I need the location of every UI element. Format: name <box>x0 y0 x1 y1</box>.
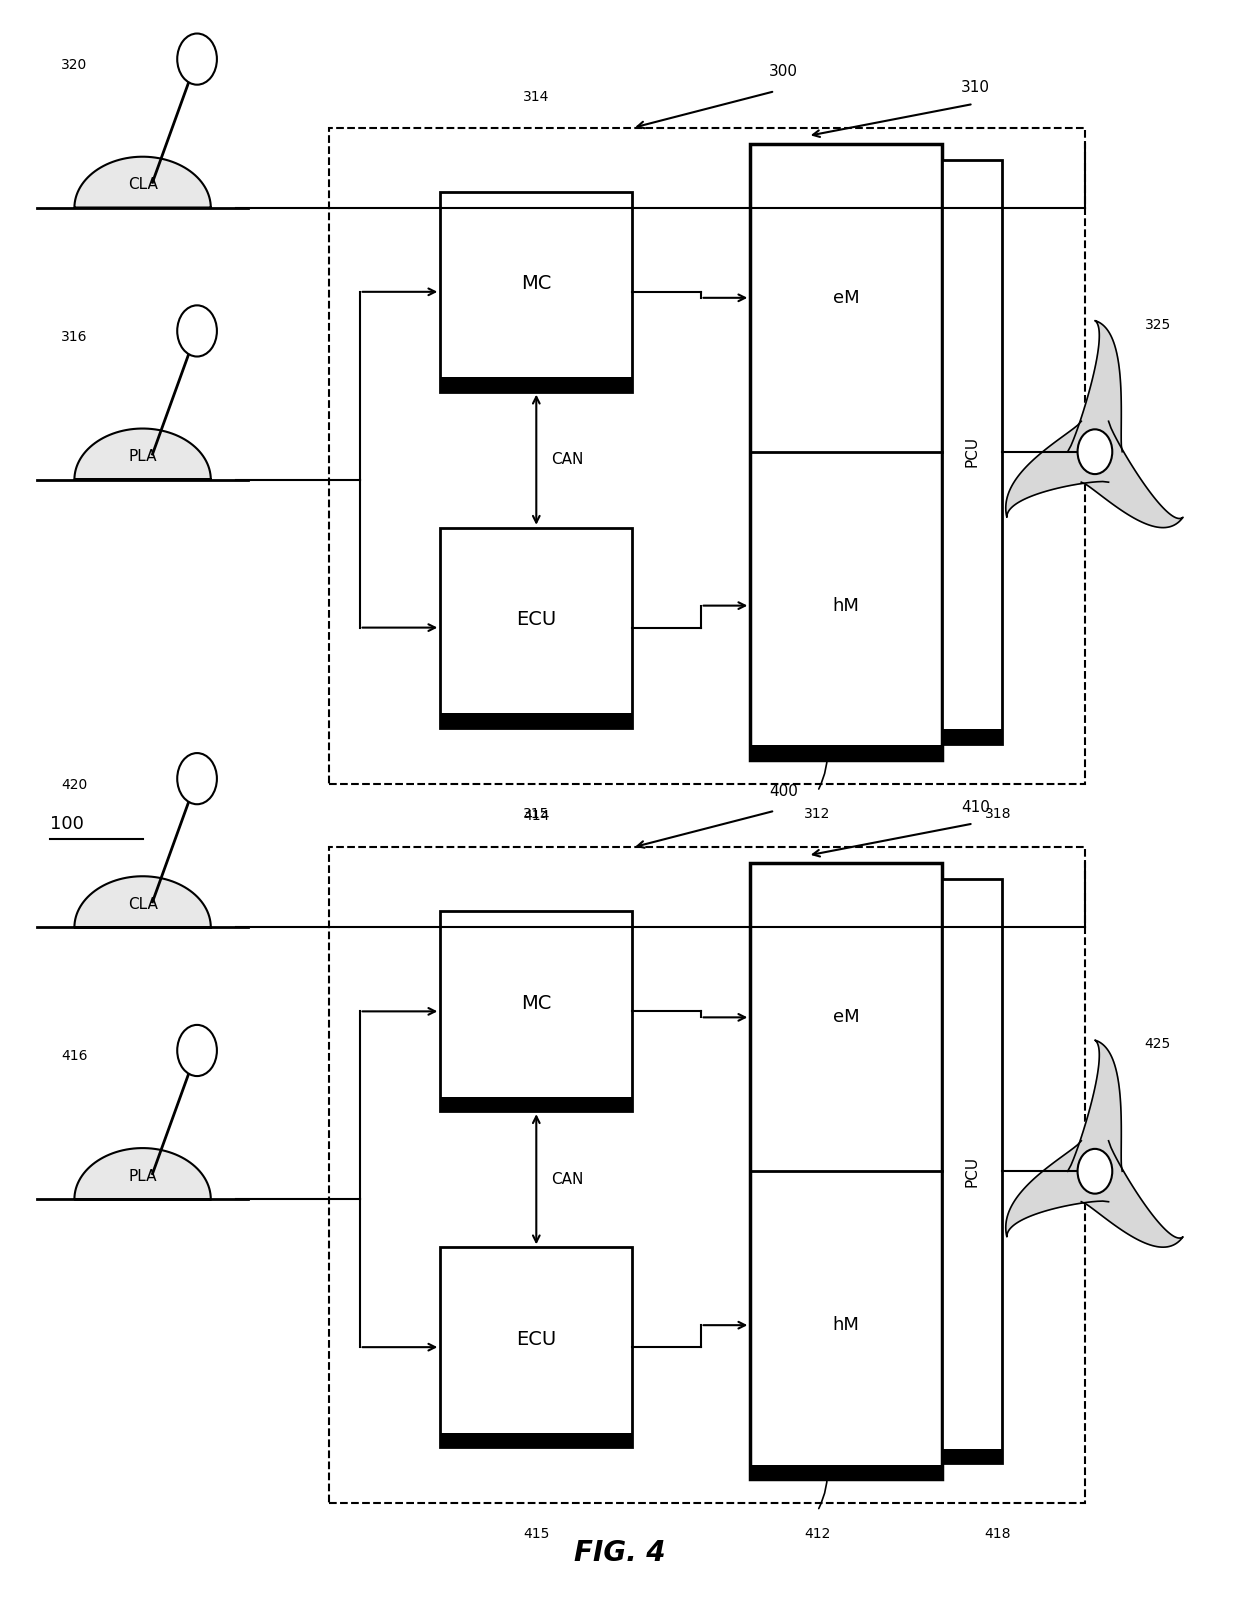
Text: 415: 415 <box>523 1527 549 1541</box>
Text: PCU: PCU <box>965 437 980 467</box>
Text: ECU: ECU <box>516 1330 557 1348</box>
Text: FIG. 4: FIG. 4 <box>574 1538 666 1567</box>
Polygon shape <box>74 1148 211 1199</box>
Text: 314: 314 <box>523 90 549 104</box>
Text: 416: 416 <box>61 1049 88 1063</box>
Text: 310: 310 <box>961 80 990 96</box>
Bar <box>942 1449 1002 1463</box>
Text: CAN: CAN <box>552 1172 584 1186</box>
Text: 100: 100 <box>50 815 83 833</box>
Text: 300: 300 <box>769 64 797 80</box>
Text: CAN: CAN <box>552 453 584 467</box>
Text: 312: 312 <box>805 807 831 822</box>
Text: MC: MC <box>521 275 552 293</box>
Text: 420: 420 <box>61 777 88 792</box>
Text: 414: 414 <box>523 809 549 823</box>
Text: 325: 325 <box>1145 318 1171 333</box>
Text: 320: 320 <box>61 58 88 72</box>
Polygon shape <box>74 157 211 208</box>
Text: eM: eM <box>833 1009 859 1027</box>
Text: PLA: PLA <box>129 449 156 464</box>
Circle shape <box>1078 429 1112 475</box>
Bar <box>440 528 632 728</box>
Text: 425: 425 <box>1145 1038 1171 1052</box>
Text: ECU: ECU <box>516 611 557 628</box>
Bar <box>440 713 632 728</box>
Bar <box>440 1097 632 1111</box>
Text: 318: 318 <box>985 807 1011 822</box>
Polygon shape <box>1006 421 1109 518</box>
Bar <box>750 745 942 760</box>
Polygon shape <box>74 429 211 480</box>
Bar <box>942 729 1002 744</box>
Text: PLA: PLA <box>129 1169 156 1183</box>
Bar <box>942 879 1002 1463</box>
Bar <box>440 192 632 392</box>
Bar <box>440 1433 632 1447</box>
Bar <box>329 128 1085 784</box>
Text: CLA: CLA <box>128 177 157 192</box>
Bar <box>440 377 632 392</box>
Text: hM: hM <box>833 1316 859 1334</box>
Polygon shape <box>1068 320 1122 451</box>
Text: 410: 410 <box>961 800 990 815</box>
Bar <box>942 160 1002 744</box>
Bar <box>750 144 942 760</box>
Text: MC: MC <box>521 995 552 1012</box>
Text: 412: 412 <box>805 1527 831 1541</box>
Text: eM: eM <box>833 289 859 307</box>
Bar <box>750 863 942 1479</box>
Circle shape <box>1078 1148 1112 1193</box>
Polygon shape <box>1081 421 1183 528</box>
Bar <box>440 911 632 1111</box>
Bar <box>750 1465 942 1479</box>
Circle shape <box>177 34 217 85</box>
Text: hM: hM <box>833 596 859 614</box>
Polygon shape <box>1081 1140 1183 1247</box>
Text: 315: 315 <box>523 807 549 822</box>
Polygon shape <box>1068 1039 1122 1170</box>
Text: 418: 418 <box>985 1527 1011 1541</box>
Text: CLA: CLA <box>128 897 157 911</box>
Text: 316: 316 <box>61 329 88 344</box>
Circle shape <box>177 305 217 357</box>
Polygon shape <box>74 876 211 927</box>
Circle shape <box>177 1025 217 1076</box>
Circle shape <box>177 753 217 804</box>
Bar <box>329 847 1085 1503</box>
Text: 400: 400 <box>769 784 797 800</box>
Bar <box>440 1247 632 1447</box>
Text: PCU: PCU <box>965 1156 980 1186</box>
Polygon shape <box>1006 1140 1109 1238</box>
